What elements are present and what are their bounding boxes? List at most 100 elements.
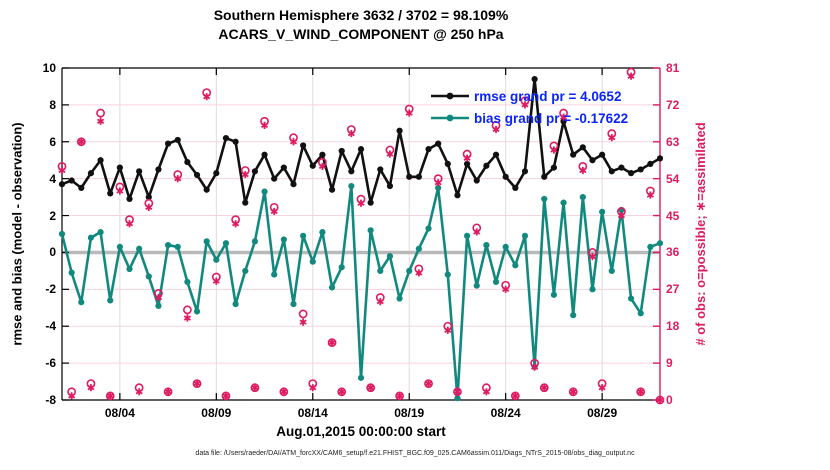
rmse-marker — [271, 175, 278, 182]
rmse-marker — [627, 170, 635, 177]
obs-assimilated-marker — [473, 228, 481, 236]
rmse-marker — [599, 151, 606, 158]
bias-marker — [164, 241, 172, 249]
tick-label: 4 — [49, 171, 56, 186]
rmse-marker — [184, 158, 191, 166]
obs-assimilated-marker — [77, 138, 85, 146]
bias-marker — [87, 234, 95, 241]
rmse-marker — [406, 173, 413, 180]
rmse-marker — [386, 182, 394, 190]
obs-assimilated-marker — [193, 380, 201, 388]
bias-line-swatch — [431, 114, 469, 122]
obs-assimilated-marker — [299, 318, 307, 326]
rmse-marker — [87, 170, 95, 177]
tick-label: 45 — [666, 208, 680, 223]
obs-assimilated-marker — [531, 363, 539, 371]
obs-assimilated-marker — [608, 134, 616, 142]
rmse-marker — [58, 181, 66, 188]
tick-label: -4 — [45, 319, 56, 334]
rmse-marker — [251, 168, 259, 175]
rmse-marker — [280, 164, 287, 171]
rmse-marker — [261, 151, 268, 158]
bias-marker — [560, 199, 567, 206]
rmse-marker — [463, 160, 471, 168]
legend: rmse grand pr = 4.0652 bias grand pr = -… — [430, 85, 628, 129]
obs-assimilated-marker — [347, 129, 355, 138]
obs-possible-marker — [298, 309, 308, 319]
rmse-marker — [637, 166, 644, 173]
obs-assimilated-marker — [588, 252, 597, 261]
obs-assimilated-marker — [174, 175, 182, 183]
bias-marker — [242, 267, 249, 274]
obs-assimilated-marker — [405, 109, 413, 117]
obs-assimilated-marker — [656, 396, 664, 404]
rmse-marker — [435, 140, 442, 147]
bias-marker — [637, 310, 644, 317]
tick-label: 10 — [42, 61, 56, 75]
right-axis-label: # of obs: o=possible; ∗=assimilated — [693, 122, 708, 346]
obs-assimilated-marker — [260, 121, 269, 129]
obs-assimilated-marker — [232, 220, 240, 228]
bias-marker — [58, 230, 66, 238]
obs-assimilated-marker — [68, 392, 76, 400]
rmse-marker — [203, 186, 210, 193]
bias-marker — [193, 308, 201, 315]
bias-marker — [521, 232, 529, 239]
tick-label: 08/09 — [201, 406, 232, 420]
bias-marker — [309, 258, 316, 265]
rmse-marker — [656, 155, 664, 162]
rmse-marker — [473, 177, 480, 184]
obs-assimilated-marker — [309, 384, 317, 392]
rmse-marker — [502, 173, 509, 180]
bias-marker — [396, 295, 403, 302]
tick-label: 8 — [49, 97, 56, 112]
rmse-marker — [531, 75, 538, 83]
rmse-marker — [618, 164, 625, 171]
obs-assimilated-marker — [511, 392, 519, 400]
rmse-marker — [213, 170, 220, 177]
legend-row-bias: bias grand pr = -0.17622 — [430, 107, 628, 129]
bias-marker — [280, 236, 287, 243]
rmse-marker — [193, 171, 201, 179]
bias-marker — [232, 300, 239, 308]
tick-label: -6 — [45, 356, 56, 371]
bias-marker — [483, 241, 490, 249]
obs-assimilated-marker — [463, 154, 471, 162]
tick-label: 08/24 — [490, 406, 521, 420]
bias-marker — [386, 253, 394, 260]
bias-marker — [579, 194, 586, 201]
bias-marker — [367, 227, 374, 234]
rmse-marker — [589, 157, 596, 164]
rmse-marker — [232, 138, 239, 145]
rmse-marker — [444, 160, 451, 168]
rmse-marker — [521, 168, 529, 175]
obs-assimilated-marker — [203, 93, 211, 101]
bias-marker — [271, 271, 278, 278]
title-line-2: ACARS_V_WIND_COMPONENT @ 250 hPa — [218, 26, 504, 42]
tick-label: 08/04 — [104, 406, 135, 420]
obs-assimilated-marker — [637, 388, 645, 396]
plot-title: Southern Hemisphere 3632 / 3702 = 98.109… — [62, 6, 660, 44]
rmse-marker — [579, 144, 586, 151]
obs-assimilated-marker — [367, 384, 375, 392]
rmse-marker — [145, 194, 152, 201]
obs-assimilated-marker — [87, 384, 95, 392]
bias-marker — [203, 238, 210, 245]
obs-assimilated-marker — [482, 388, 490, 396]
obs-assimilated-marker — [521, 101, 529, 109]
obs-assimilated-marker — [357, 199, 365, 207]
bias-marker — [251, 238, 259, 245]
legend-row-rmse: rmse grand pr = 4.0652 — [430, 85, 628, 107]
obs-assimilated-marker — [646, 191, 654, 199]
rmse-marker — [492, 151, 500, 158]
obs-assimilated-marker — [434, 179, 442, 187]
bias-marker — [126, 265, 133, 273]
rmse-marker — [155, 166, 162, 173]
tick-label: 6 — [49, 134, 56, 149]
obs-assimilated-marker — [125, 220, 134, 228]
bias-marker — [78, 299, 85, 306]
bias-marker — [454, 395, 461, 402]
obs-assimilated-marker — [164, 388, 172, 396]
tick-label: -8 — [45, 393, 56, 407]
obs-assimilated-marker — [222, 392, 230, 400]
